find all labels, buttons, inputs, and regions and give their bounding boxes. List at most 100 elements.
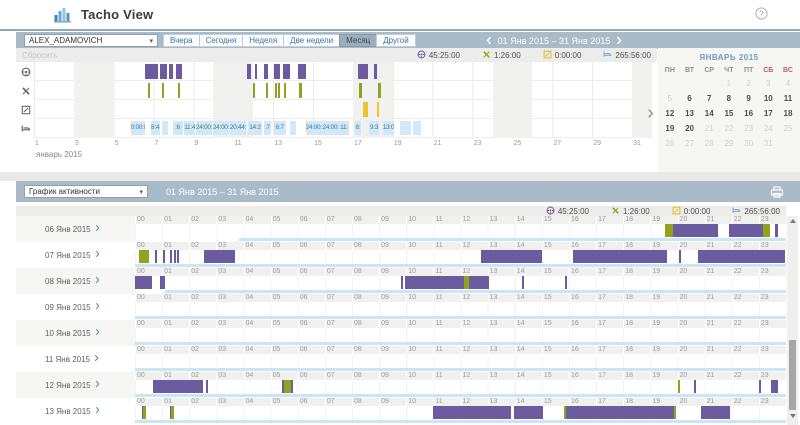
calendar-day[interactable]: 23 xyxy=(744,124,754,133)
chevron-right-icon xyxy=(95,380,100,390)
hour-header: 00 01 02 03 04 05 06 07 08 09 10 11 12 13 14 15 16 17 18 19… xyxy=(135,346,786,354)
scrollbar-thumb[interactable] xyxy=(789,340,796,410)
range-button[interactable]: Неделя xyxy=(242,34,285,47)
driving-bar xyxy=(160,64,168,79)
calendar-day xyxy=(660,76,680,91)
calendar-day[interactable]: 24 xyxy=(763,124,773,133)
view-select[interactable]: График активности ▾ xyxy=(24,185,148,198)
range-button[interactable]: Вчера xyxy=(163,34,200,47)
hour-label: 06 xyxy=(297,242,325,250)
row-date-label[interactable]: 12 Янв 2015 xyxy=(45,380,100,390)
row-date-label[interactable]: 06 Янв 2015 xyxy=(45,224,100,234)
hour-label: 19 xyxy=(650,372,677,380)
hour-label: 11 xyxy=(433,268,460,276)
hour-label: 08 xyxy=(352,242,379,250)
scroll-up-button[interactable] xyxy=(789,219,796,223)
row-date-text: 08 Янв 2015 xyxy=(45,276,91,286)
calendar-day[interactable]: 5 xyxy=(667,94,673,103)
hour-label: 08 xyxy=(352,398,379,406)
row-label-zone: 09 Янв 2015 xyxy=(16,294,135,320)
row-date-text: 12 Янв 2015 xyxy=(45,380,91,390)
row-date-label[interactable]: 13 Янв 2015 xyxy=(45,406,100,416)
calendar-day[interactable]: 14 xyxy=(704,109,714,118)
hour-label: 04 xyxy=(243,294,271,302)
calendar-day[interactable]: 7 xyxy=(706,94,712,103)
reset-button[interactable]: Сбросить xyxy=(22,50,58,60)
calendar-day[interactable]: 21 xyxy=(704,124,714,133)
hour-label: 01 xyxy=(162,320,189,328)
calendar-day[interactable]: 26 xyxy=(665,139,675,148)
calendar-day[interactable]: 3 xyxy=(766,79,771,88)
row-date-label[interactable]: 11 Янв 2015 xyxy=(45,354,99,364)
calendar-day[interactable]: 8 xyxy=(726,94,732,103)
vertical-scrollbar[interactable] xyxy=(787,216,798,425)
calendar-day[interactable]: 9 xyxy=(746,94,751,103)
drive-bar xyxy=(514,406,544,419)
calendar-day[interactable]: 4 xyxy=(785,79,791,88)
hour-label: 04 xyxy=(243,372,271,380)
calendar-day[interactable]: 29 xyxy=(724,139,734,148)
hour-label: 12 xyxy=(460,398,488,406)
stat-value: 0:00:00 xyxy=(683,206,711,216)
stat-value: 265:56:00 xyxy=(615,50,651,60)
rest-segment xyxy=(135,393,786,397)
scroll-down-button[interactable] xyxy=(789,414,796,418)
prev-range-button[interactable] xyxy=(486,36,492,45)
calendar-day[interactable]: 20 xyxy=(685,124,694,133)
hour-label: 22 xyxy=(731,372,759,380)
stat-value: 265:56:00 xyxy=(744,206,780,216)
calendar-day[interactable]: 1 xyxy=(726,79,732,88)
row-label-zone: 10 Янв 2015 xyxy=(16,320,135,346)
hour-label: 03 xyxy=(216,242,243,250)
hour-label: 09 xyxy=(379,242,406,250)
range-button[interactable]: Другой xyxy=(376,34,416,47)
print-button[interactable] xyxy=(770,185,784,204)
calendar-day[interactable]: 11 xyxy=(783,94,793,103)
range-button[interactable]: Две недели xyxy=(283,34,341,47)
calendar-day[interactable]: 18 xyxy=(783,109,793,118)
calendar-day[interactable]: 30 xyxy=(744,139,754,148)
row-date-label[interactable]: 09 Янв 2015 xyxy=(45,302,100,312)
calendar-day[interactable]: 6 xyxy=(687,94,692,103)
driving-bar xyxy=(357,64,368,79)
hour-label: 10 xyxy=(406,242,433,250)
calendar-day[interactable]: 19 xyxy=(665,124,675,133)
calendar-day[interactable]: 17 xyxy=(763,109,773,118)
row-date-label[interactable]: 10 Янв 2015 xyxy=(45,328,100,338)
stat-value: 1:26:00 xyxy=(494,50,521,60)
calendar-day[interactable]: 15 xyxy=(724,109,734,118)
calendar-day[interactable]: 31 xyxy=(763,139,773,148)
calendar-day[interactable]: 16 xyxy=(744,109,754,118)
driver-select[interactable]: ALEX_ADAMOVICH ▾ xyxy=(24,34,158,47)
row-date-label[interactable]: 08 Янв 2015 xyxy=(45,276,100,286)
overview-stats-strip: Сбросить 45:25:00 1:26:00 0:00:00 265:56:00 xyxy=(16,48,657,62)
hour-label: 23 xyxy=(758,346,786,354)
hour-label: 17 xyxy=(596,398,623,406)
hour-label: 09 xyxy=(379,320,406,328)
next-range-button[interactable] xyxy=(616,36,622,45)
stat-rest: 265:56:00 xyxy=(603,50,651,61)
range-button[interactable]: Сегодня xyxy=(198,34,244,47)
calendar-collapse-icon[interactable] xyxy=(647,106,654,124)
rest-segment: 20:44:0 xyxy=(229,121,247,135)
calendar-day[interactable]: 22 xyxy=(724,124,734,133)
calendar-day[interactable]: 28 xyxy=(704,139,714,148)
hour-label: 22 xyxy=(731,242,759,250)
hour-label: 11 xyxy=(433,294,460,302)
hour-label: 04 xyxy=(243,320,271,328)
help-icon[interactable]: ? xyxy=(755,7,768,25)
calendar-day[interactable]: 27 xyxy=(685,139,694,148)
calendar-day[interactable]: 13 xyxy=(685,109,694,118)
hour-label: 15 xyxy=(541,346,569,354)
rest-segment: 6:7 xyxy=(273,121,286,135)
calendar-day[interactable]: 10 xyxy=(763,94,773,103)
row-date-label[interactable]: 07 Янв 2015 xyxy=(45,250,100,260)
hour-label: 02 xyxy=(189,242,216,250)
overview-toolbar: ALEX_ADAMOVICH ▾ Вчера Сегодня Неделя Две н… xyxy=(16,32,800,49)
steering-wheel-icon xyxy=(417,50,426,61)
calendar-day[interactable]: 25 xyxy=(783,124,793,133)
range-button[interactable]: Месяц xyxy=(339,34,378,47)
calendar-day[interactable]: 12 xyxy=(665,109,675,118)
hour-label: 18 xyxy=(623,346,650,354)
calendar-day[interactable]: 2 xyxy=(746,79,751,88)
